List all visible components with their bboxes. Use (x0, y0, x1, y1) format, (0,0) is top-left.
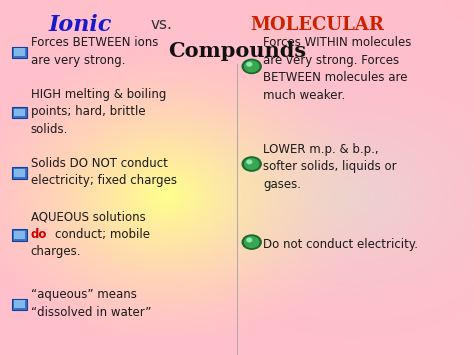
Text: conduct; mobile: conduct; mobile (55, 228, 150, 241)
FancyBboxPatch shape (12, 107, 27, 118)
FancyBboxPatch shape (14, 109, 25, 116)
FancyBboxPatch shape (12, 299, 27, 310)
Text: Forces BETWEEN ions
are very strong.: Forces BETWEEN ions are very strong. (31, 36, 158, 67)
Text: Solids DO NOT conduct
electricity; fixed charges: Solids DO NOT conduct electricity; fixed… (31, 157, 177, 187)
Circle shape (245, 237, 259, 247)
FancyBboxPatch shape (14, 300, 25, 308)
FancyBboxPatch shape (12, 167, 27, 179)
Circle shape (245, 61, 259, 72)
Circle shape (247, 160, 252, 164)
Text: vs.: vs. (150, 17, 172, 32)
Text: Compounds: Compounds (168, 42, 306, 61)
Circle shape (245, 159, 259, 169)
Text: MOLECULAR: MOLECULAR (251, 16, 384, 34)
FancyBboxPatch shape (12, 47, 27, 58)
FancyBboxPatch shape (14, 231, 25, 239)
Text: charges.: charges. (31, 245, 82, 258)
Text: LOWER m.p. & b.p.,
softer solids, liquids or
gases.: LOWER m.p. & b.p., softer solids, liquid… (263, 143, 397, 191)
Text: AQUEOUS solutions: AQUEOUS solutions (31, 211, 146, 224)
Text: Do not conduct electricity.: Do not conduct electricity. (263, 239, 418, 251)
Text: Forces WITHIN molecules
are very strong. Forces
BETWEEN molecules are
much weake: Forces WITHIN molecules are very strong.… (263, 37, 411, 102)
Text: do: do (31, 228, 47, 241)
Circle shape (242, 157, 261, 171)
Circle shape (242, 59, 261, 73)
Text: “aqueous” means
“dissolved in water”: “aqueous” means “dissolved in water” (31, 288, 151, 319)
Text: HIGH melting & boiling
points; hard, brittle
solids.: HIGH melting & boiling points; hard, bri… (31, 88, 166, 136)
Text: Ionic: Ionic (49, 14, 112, 36)
FancyBboxPatch shape (14, 169, 25, 177)
FancyBboxPatch shape (14, 48, 25, 56)
Circle shape (247, 238, 252, 242)
Circle shape (247, 62, 252, 66)
FancyBboxPatch shape (12, 229, 27, 241)
Circle shape (242, 235, 261, 249)
